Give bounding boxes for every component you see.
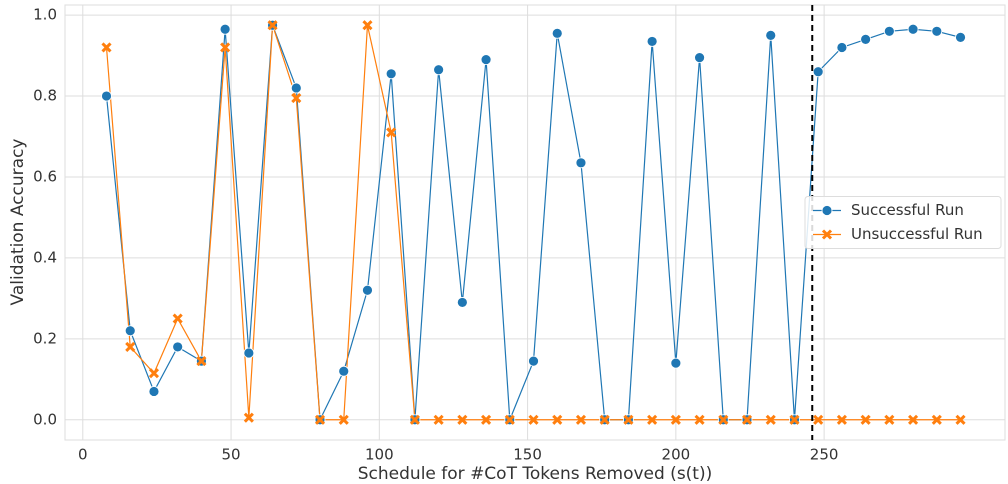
marker xyxy=(504,414,515,425)
marker xyxy=(148,386,160,397)
y-tick-label: 0.0 xyxy=(33,410,57,428)
marker xyxy=(480,54,492,66)
marker xyxy=(196,356,207,367)
x-tick-label: 150 xyxy=(513,446,542,464)
marker xyxy=(931,25,943,37)
marker xyxy=(172,313,183,324)
marker xyxy=(101,90,112,102)
marker xyxy=(694,414,705,425)
y-tick-label: 1.0 xyxy=(33,6,57,24)
marker xyxy=(765,29,777,41)
marker xyxy=(267,20,278,31)
marker xyxy=(101,42,112,53)
y-axis-label: Validation Accuracy xyxy=(8,139,28,306)
marker xyxy=(670,357,682,369)
marker xyxy=(528,414,539,425)
marker xyxy=(812,66,824,78)
marker xyxy=(646,36,658,47)
marker xyxy=(599,414,610,425)
marker xyxy=(528,355,539,367)
marker xyxy=(220,42,231,53)
x-axis-label: Schedule for #CoT Tokens Removed (s(t)) xyxy=(358,464,712,484)
marker xyxy=(741,414,753,425)
marker xyxy=(931,414,942,425)
marker xyxy=(836,42,848,53)
marker xyxy=(765,414,776,425)
marker xyxy=(575,157,587,169)
marker xyxy=(433,64,445,76)
marker xyxy=(955,414,966,425)
marker xyxy=(908,414,919,425)
marker xyxy=(433,414,444,425)
marker xyxy=(860,414,871,425)
x-tick-label: 50 xyxy=(222,446,241,464)
marker xyxy=(362,20,373,31)
marker xyxy=(860,33,872,45)
marker xyxy=(955,31,966,43)
marker xyxy=(647,414,658,425)
x-tick-label: 0 xyxy=(78,446,88,464)
marker xyxy=(552,414,563,425)
marker xyxy=(718,414,729,425)
y-tick-label: 0.6 xyxy=(33,167,57,185)
marker xyxy=(362,284,373,296)
marker xyxy=(575,414,587,425)
marker xyxy=(243,347,255,359)
y-tick-label: 0.4 xyxy=(33,248,57,266)
marker xyxy=(883,25,895,37)
marker xyxy=(386,127,397,138)
x-tick-label: 250 xyxy=(810,446,839,464)
marker xyxy=(314,414,326,425)
marker xyxy=(148,368,160,379)
marker xyxy=(385,68,397,80)
marker xyxy=(670,414,681,425)
marker xyxy=(907,23,919,35)
marker xyxy=(836,414,847,425)
marker xyxy=(291,93,302,104)
marker xyxy=(551,27,563,39)
y-tick-label: 0.2 xyxy=(33,329,57,347)
marker xyxy=(884,414,895,425)
marker xyxy=(694,52,705,64)
legend-box xyxy=(804,196,1002,249)
marker xyxy=(124,325,136,337)
x-tick-label: 200 xyxy=(662,446,691,464)
marker xyxy=(338,414,349,425)
marker xyxy=(789,414,800,425)
y-tick-label: 0.8 xyxy=(33,87,57,105)
marker xyxy=(623,414,634,425)
marker xyxy=(172,341,184,353)
legend-marker xyxy=(821,229,833,240)
legend-text: Unsuccessful Run xyxy=(851,225,983,243)
legend-text: Successful Run xyxy=(851,201,964,219)
marker xyxy=(456,297,468,308)
marker xyxy=(409,414,420,425)
marker xyxy=(338,365,350,377)
marker xyxy=(125,341,136,352)
marker xyxy=(243,412,254,423)
marker xyxy=(457,414,468,425)
x-tick-label: 100 xyxy=(365,446,394,464)
marker xyxy=(481,414,492,425)
marker xyxy=(813,414,824,425)
marker xyxy=(219,23,231,35)
marker xyxy=(290,82,302,94)
legend-marker xyxy=(821,205,833,216)
